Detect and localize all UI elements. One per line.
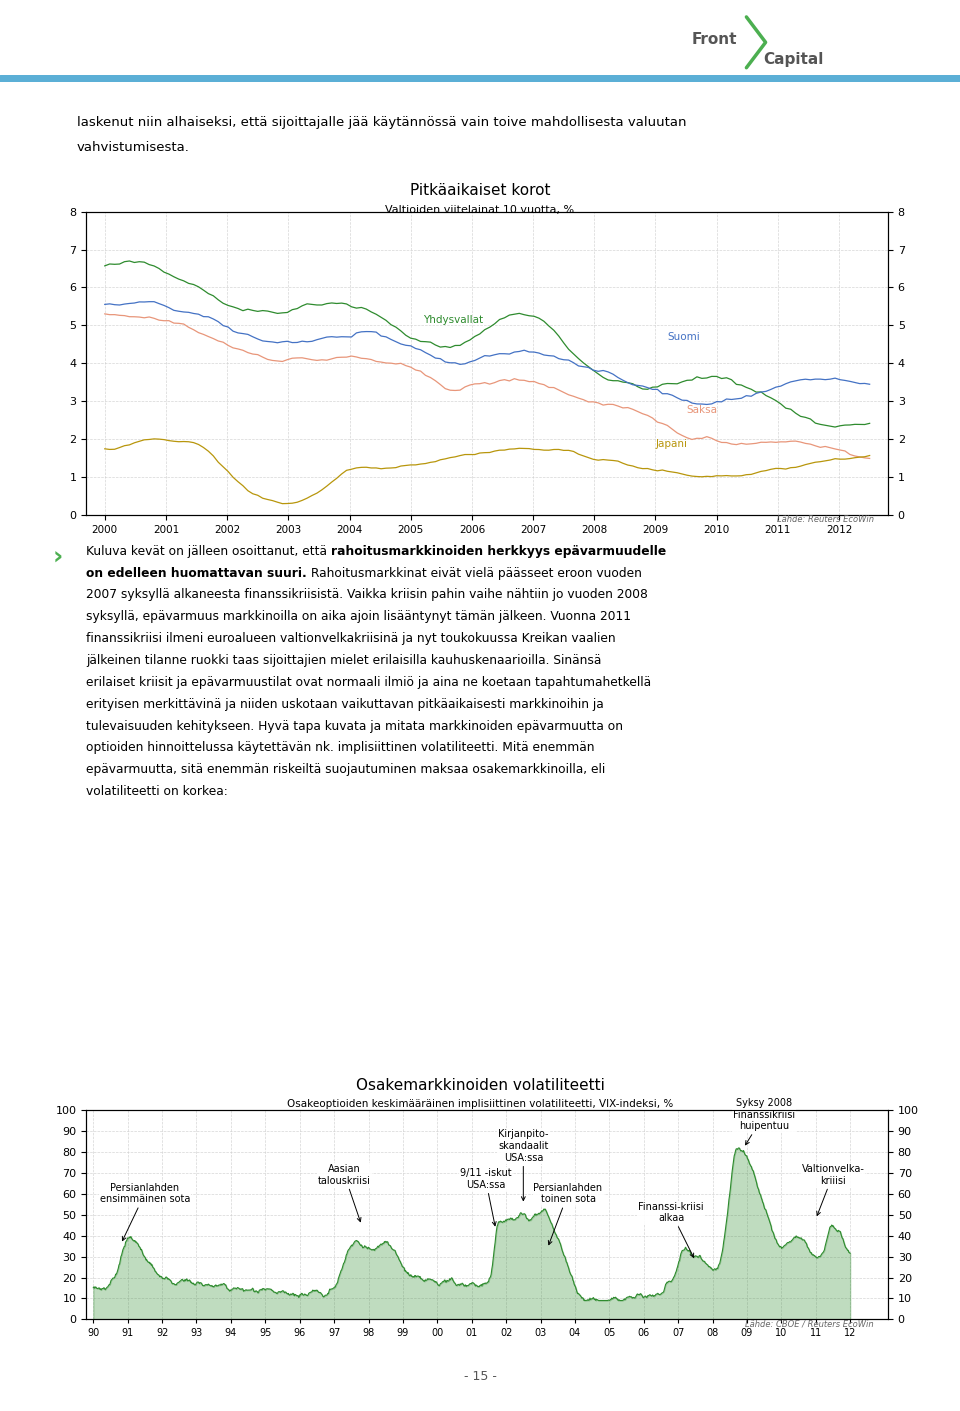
Yhdysvallat xyxy=(721,370,732,387)
Line: Suomi: Suomi xyxy=(105,302,870,405)
Yhdysvallat xyxy=(99,257,110,274)
Text: rahoitusmarkkinoiden herkkyys epävarmuudelle: rahoitusmarkkinoiden herkkyys epävarmuud… xyxy=(331,545,666,557)
Yhdysvallat xyxy=(124,253,135,270)
Line: Japani: Japani xyxy=(105,439,870,504)
Text: erilaiset kriisit ja epävarmuustilat ovat normaali ilmiö ja aina ne koetaan tapa: erilaiset kriisit ja epävarmuustilat ova… xyxy=(86,676,652,689)
Text: Osakeoptioiden keskimääräinen implisiittinen volatiliteetti, VIX-indeksi, %: Osakeoptioiden keskimääräinen implisiitt… xyxy=(287,1099,673,1109)
Japani xyxy=(424,454,436,471)
Japani xyxy=(276,495,288,512)
Suomi xyxy=(390,333,401,350)
Yhdysvallat xyxy=(420,333,431,350)
Line: Saksa: Saksa xyxy=(105,313,870,459)
Yhdysvallat xyxy=(558,334,569,351)
Text: Lähde: CBOE / Reuters EcoWin: Lähde: CBOE / Reuters EcoWin xyxy=(745,1319,874,1328)
Text: vahvistumisesta.: vahvistumisesta. xyxy=(77,141,190,154)
Text: finanssikriisi ilmeni euroalueen valtionvelkakriisinä ja nyt toukokuussa Kreikan: finanssikriisi ilmeni euroalueen valtion… xyxy=(86,632,616,645)
Text: Valtionvelka-
kriiisi: Valtionvelka- kriiisi xyxy=(802,1164,864,1215)
Yhdysvallat xyxy=(632,378,643,395)
Text: Capital: Capital xyxy=(763,52,824,66)
Text: syksyllä, epävarmuus markkinoilla on aika ajoin lisääntynyt tämän jälkeen. Vuonn: syksyllä, epävarmuus markkinoilla on aik… xyxy=(86,610,632,624)
Text: jälkeinen tilanne ruokki taas sijoittajien mielet erilaisilla kauhuskenaarioilla: jälkeinen tilanne ruokki taas sijoittaji… xyxy=(86,655,602,667)
Suomi xyxy=(99,296,110,313)
Text: Valtioiden viitelainat 10 vuotta, %: Valtioiden viitelainat 10 vuotta, % xyxy=(385,205,575,214)
Text: 9/11 -iskut
USA:ssa: 9/11 -iskut USA:ssa xyxy=(460,1168,512,1226)
Japani xyxy=(99,440,110,457)
Text: Suomi: Suomi xyxy=(668,333,701,343)
Text: Japani: Japani xyxy=(656,439,687,449)
Text: optioiden hinnoittelussa käytettävän nk. implisiittinen volatiliteetti. Mitä ene: optioiden hinnoittelussa käytettävän nk.… xyxy=(86,742,595,755)
Text: Kirjanpito-
skandaalit
USA:ssa: Kirjanpito- skandaalit USA:ssa xyxy=(498,1129,548,1201)
Text: Yhdysvallat: Yhdysvallat xyxy=(423,316,483,326)
Yhdysvallat xyxy=(390,319,401,336)
Saksa xyxy=(415,363,426,380)
Suomi xyxy=(558,351,569,368)
Text: epävarmuutta, sitä enemmän riskeiltä suojautuminen maksaa osakemarkkinoilla, eli: epävarmuutta, sitä enemmän riskeiltä suo… xyxy=(86,763,606,776)
Text: Rahoitusmarkkinat eivät vielä päässeet eroon vuoden: Rahoitusmarkkinat eivät vielä päässeet e… xyxy=(307,566,642,580)
Saksa xyxy=(385,354,396,371)
Saksa xyxy=(716,435,728,452)
Japani xyxy=(396,457,407,474)
Text: Front: Front xyxy=(691,32,736,47)
Text: Kuluva kevät on jälleen osoittanut, että: Kuluva kevät on jälleen osoittanut, että xyxy=(86,545,331,557)
Suomi xyxy=(726,391,737,408)
Suomi xyxy=(864,375,876,392)
Text: Saksa: Saksa xyxy=(686,405,717,415)
Text: Osakemarkkinoiden volatiliteetti: Osakemarkkinoiden volatiliteetti xyxy=(355,1078,605,1094)
Text: tulevaisuuden kehitykseen. Hyvä tapa kuvata ja mitata markkinoiden epävarmuutta : tulevaisuuden kehitykseen. Hyvä tapa kuv… xyxy=(86,720,623,732)
Japani xyxy=(301,490,313,507)
Text: Persianlahden
ensimmäinen sota: Persianlahden ensimmäinen sota xyxy=(100,1182,190,1240)
Yhdysvallat xyxy=(829,419,841,436)
Suomi xyxy=(297,333,308,350)
Japani xyxy=(149,430,160,447)
Text: - 15 -: - 15 - xyxy=(464,1370,496,1383)
Text: Syksy 2008
Finanssikriisi
huipentuu: Syksy 2008 Finanssikriisi huipentuu xyxy=(733,1098,795,1144)
Suomi xyxy=(143,293,155,310)
Text: Lähde: Reuters EcoWin: Lähde: Reuters EcoWin xyxy=(777,515,874,523)
Text: volatiliteetti on korkea:: volatiliteetti on korkea: xyxy=(86,785,228,799)
Text: 2007 syksyllä alkaneesta finanssikriisistä. Vaikka kriisin pahin vaihe nähtiin j: 2007 syksyllä alkaneesta finanssikriisis… xyxy=(86,588,648,601)
Text: Persianlahden
toinen sota: Persianlahden toinen sota xyxy=(534,1182,603,1245)
Text: erityisen merkittävinä ja niiden uskotaan vaikuttavan pitkäaikaisesti markkinoih: erityisen merkittävinä ja niiden uskotaa… xyxy=(86,698,604,711)
Japani xyxy=(563,442,574,459)
Text: ›: › xyxy=(53,546,63,570)
Saksa xyxy=(627,401,638,418)
Yhdysvallat xyxy=(297,298,308,315)
Yhdysvallat xyxy=(864,415,876,432)
Text: Pitkäaikaiset korot: Pitkäaikaiset korot xyxy=(410,183,550,199)
Japani xyxy=(864,447,876,464)
Line: Yhdysvallat: Yhdysvallat xyxy=(105,261,870,428)
Saksa xyxy=(864,450,876,467)
Suomi xyxy=(701,396,712,413)
Text: Finanssi-kriisi
alkaa: Finanssi-kriisi alkaa xyxy=(638,1202,704,1257)
Suomi xyxy=(420,344,431,361)
Suomi xyxy=(632,377,643,394)
Saksa xyxy=(99,305,110,322)
Text: on edelleen huomattavan suuri.: on edelleen huomattavan suuri. xyxy=(86,566,307,580)
Saksa xyxy=(292,350,303,367)
Japani xyxy=(726,467,737,484)
Text: Aasian
talouskriisi: Aasian talouskriisi xyxy=(318,1164,371,1222)
Text: laskenut niin alhaiseksi, että sijoittajalle jää käytännössä vain toive mahdolli: laskenut niin alhaiseksi, että sijoittaj… xyxy=(77,116,686,128)
Saksa xyxy=(553,381,564,398)
Japani xyxy=(636,460,648,477)
